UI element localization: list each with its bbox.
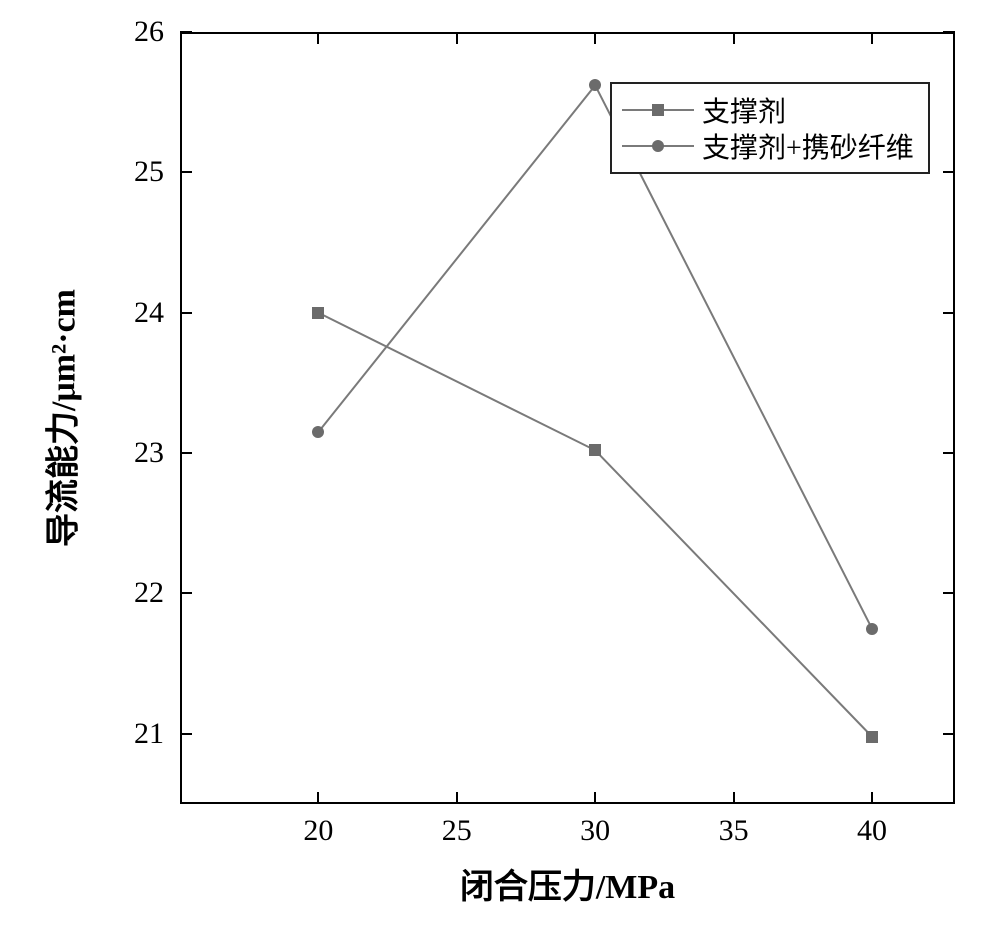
square-marker xyxy=(589,444,601,456)
y-tick xyxy=(943,171,955,173)
y-tick xyxy=(943,31,955,33)
x-tick-label: 35 xyxy=(719,814,749,848)
x-tick xyxy=(594,32,596,44)
y-tick xyxy=(180,31,192,33)
y-tick-label: 25 xyxy=(124,155,164,189)
x-tick xyxy=(317,32,319,44)
legend-label: 支撑剂+携砂纤维 xyxy=(702,126,914,166)
circle-marker xyxy=(589,79,601,91)
y-axis-label: 导流能力/μm²·cm xyxy=(36,289,85,547)
square-marker xyxy=(866,731,878,743)
legend-item: 支撑剂 xyxy=(622,92,914,128)
x-tick-label: 20 xyxy=(303,814,333,848)
y-tick xyxy=(943,452,955,454)
legend: 支撑剂支撑剂+携砂纤维 xyxy=(610,82,930,174)
y-tick xyxy=(943,592,955,594)
x-tick xyxy=(594,792,596,804)
x-tick xyxy=(733,32,735,44)
y-tick-label: 24 xyxy=(124,296,164,330)
chart-container: 支撑剂支撑剂+携砂纤维 闭合压力/MPa 导流能力/μm²·cm 20 25 30 3… xyxy=(0,0,1000,932)
y-tick-label: 21 xyxy=(124,717,164,751)
y-tick xyxy=(180,171,192,173)
y-tick xyxy=(180,312,192,314)
circle-marker xyxy=(866,623,878,635)
legend-swatch xyxy=(622,100,694,120)
x-tick xyxy=(871,792,873,804)
y-tick xyxy=(943,312,955,314)
y-tick xyxy=(180,733,192,735)
x-tick-label: 40 xyxy=(857,814,887,848)
y-tick xyxy=(943,733,955,735)
x-tick xyxy=(733,792,735,804)
legend-label: 支撑剂 xyxy=(702,90,786,130)
y-tick xyxy=(180,452,192,454)
square-marker-icon xyxy=(652,104,664,116)
y-tick xyxy=(180,592,192,594)
y-tick-label: 26 xyxy=(124,15,164,49)
x-tick xyxy=(871,32,873,44)
square-marker xyxy=(312,307,324,319)
legend-item: 支撑剂+携砂纤维 xyxy=(622,128,914,164)
circle-marker xyxy=(312,426,324,438)
x-tick xyxy=(456,792,458,804)
x-tick xyxy=(317,792,319,804)
x-axis-label: 闭合压力/MPa xyxy=(460,859,675,908)
circle-marker-icon xyxy=(652,140,664,152)
x-tick-label: 30 xyxy=(580,814,610,848)
y-tick-label: 22 xyxy=(124,576,164,610)
x-tick-label: 25 xyxy=(442,814,472,848)
x-tick xyxy=(456,32,458,44)
legend-swatch xyxy=(622,136,694,156)
y-tick-label: 23 xyxy=(124,436,164,470)
